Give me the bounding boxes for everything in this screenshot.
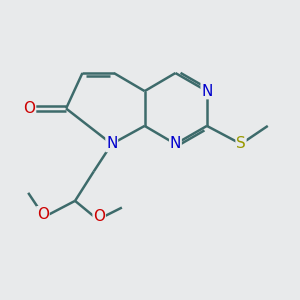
Text: N: N: [170, 136, 181, 152]
Text: N: N: [201, 84, 213, 99]
Text: S: S: [236, 136, 246, 152]
Text: N: N: [106, 136, 117, 152]
Text: O: O: [23, 101, 35, 116]
Text: O: O: [37, 207, 49, 222]
Text: O: O: [93, 209, 105, 224]
